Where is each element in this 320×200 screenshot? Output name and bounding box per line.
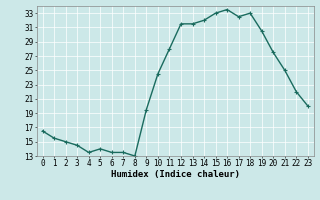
X-axis label: Humidex (Indice chaleur): Humidex (Indice chaleur): [111, 170, 240, 179]
